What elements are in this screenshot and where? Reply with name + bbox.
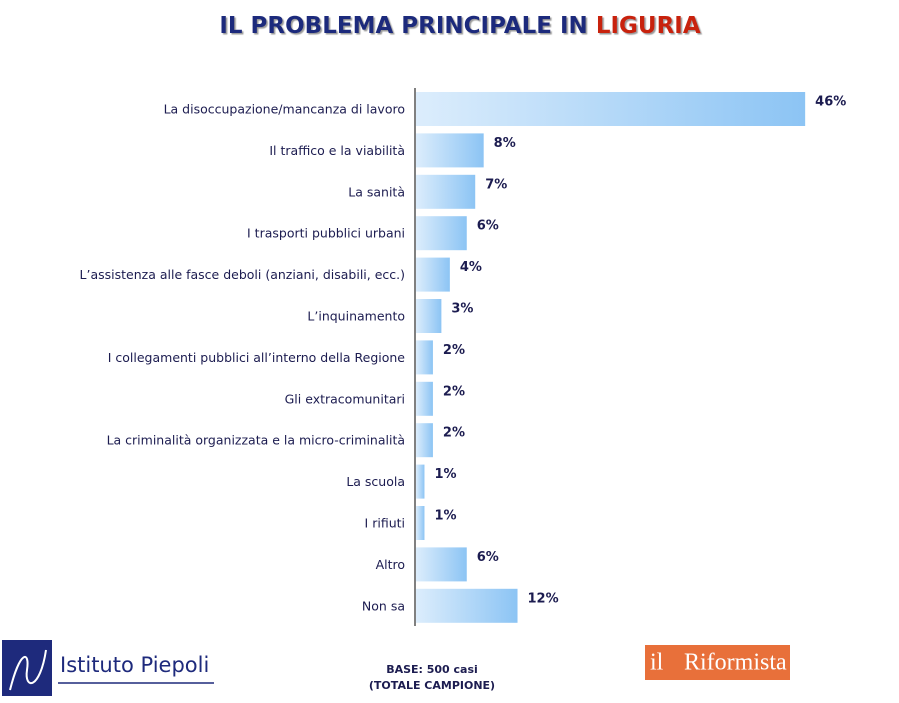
bar xyxy=(416,423,433,458)
bar xyxy=(416,588,518,623)
logo-left: Istituto Piepoli xyxy=(2,640,214,696)
logo-small: il xyxy=(650,650,664,676)
title-highlight: LIGURIA xyxy=(596,13,701,39)
value-label: 4% xyxy=(460,260,482,275)
bar xyxy=(416,464,425,499)
value-label: 12% xyxy=(528,591,559,606)
logo-name: Riformista xyxy=(684,650,787,676)
category-label: La criminalità organizzata e la micro-cr… xyxy=(107,433,405,448)
chart-title: IL PROBLEMA PRINCIPALE IN LIGURIA xyxy=(219,13,701,39)
bar xyxy=(416,216,467,251)
category-label: Altro xyxy=(376,557,405,572)
bar xyxy=(416,506,425,540)
category-label: La sanità xyxy=(348,184,405,199)
category-label: La disoccupazione/mancanza di lavoro xyxy=(164,102,405,117)
logo-right: il Riformista xyxy=(645,645,790,680)
category-label: L’assistenza alle fasce deboli (anziani,… xyxy=(80,267,405,282)
value-label: 46% xyxy=(815,95,846,110)
value-label: 2% xyxy=(443,343,465,358)
bar xyxy=(416,174,476,209)
footer-note: (TOTALE CAMPIONE) xyxy=(369,679,495,692)
value-label: 1% xyxy=(434,509,456,524)
bar xyxy=(416,299,442,333)
category-label: Gli extracomunitari xyxy=(285,391,405,406)
bar xyxy=(416,547,467,582)
category-label: I trasporti pubblici urbani xyxy=(247,226,405,241)
bar xyxy=(416,340,433,375)
category-label: L’inquinamento xyxy=(307,309,405,324)
logo-text: Istituto Piepoli xyxy=(60,653,209,677)
value-label: 6% xyxy=(477,550,499,565)
bar xyxy=(416,381,433,416)
value-label: 1% xyxy=(434,467,456,482)
title-main: IL PROBLEMA PRINCIPALE IN xyxy=(219,13,587,39)
category-label: I collegamenti pubblici all’interno dell… xyxy=(108,350,406,365)
bar xyxy=(416,257,450,292)
logo-swirl xyxy=(9,649,47,691)
value-label: 3% xyxy=(451,302,473,317)
category-label: I rifiuti xyxy=(365,516,405,531)
category-label: Il traffico e la viabilità xyxy=(269,143,405,158)
value-label: 6% xyxy=(477,219,499,234)
category-label: Non sa xyxy=(362,598,405,613)
value-label: 2% xyxy=(443,384,465,399)
logo-box xyxy=(645,645,790,680)
value-label: 7% xyxy=(485,177,507,192)
bar xyxy=(416,92,806,126)
category-label: La scuola xyxy=(346,474,405,489)
bar xyxy=(416,133,484,168)
value-label: 2% xyxy=(443,426,465,441)
footer-base: BASE: 500 casi xyxy=(386,663,478,676)
value-label: 8% xyxy=(494,136,516,151)
